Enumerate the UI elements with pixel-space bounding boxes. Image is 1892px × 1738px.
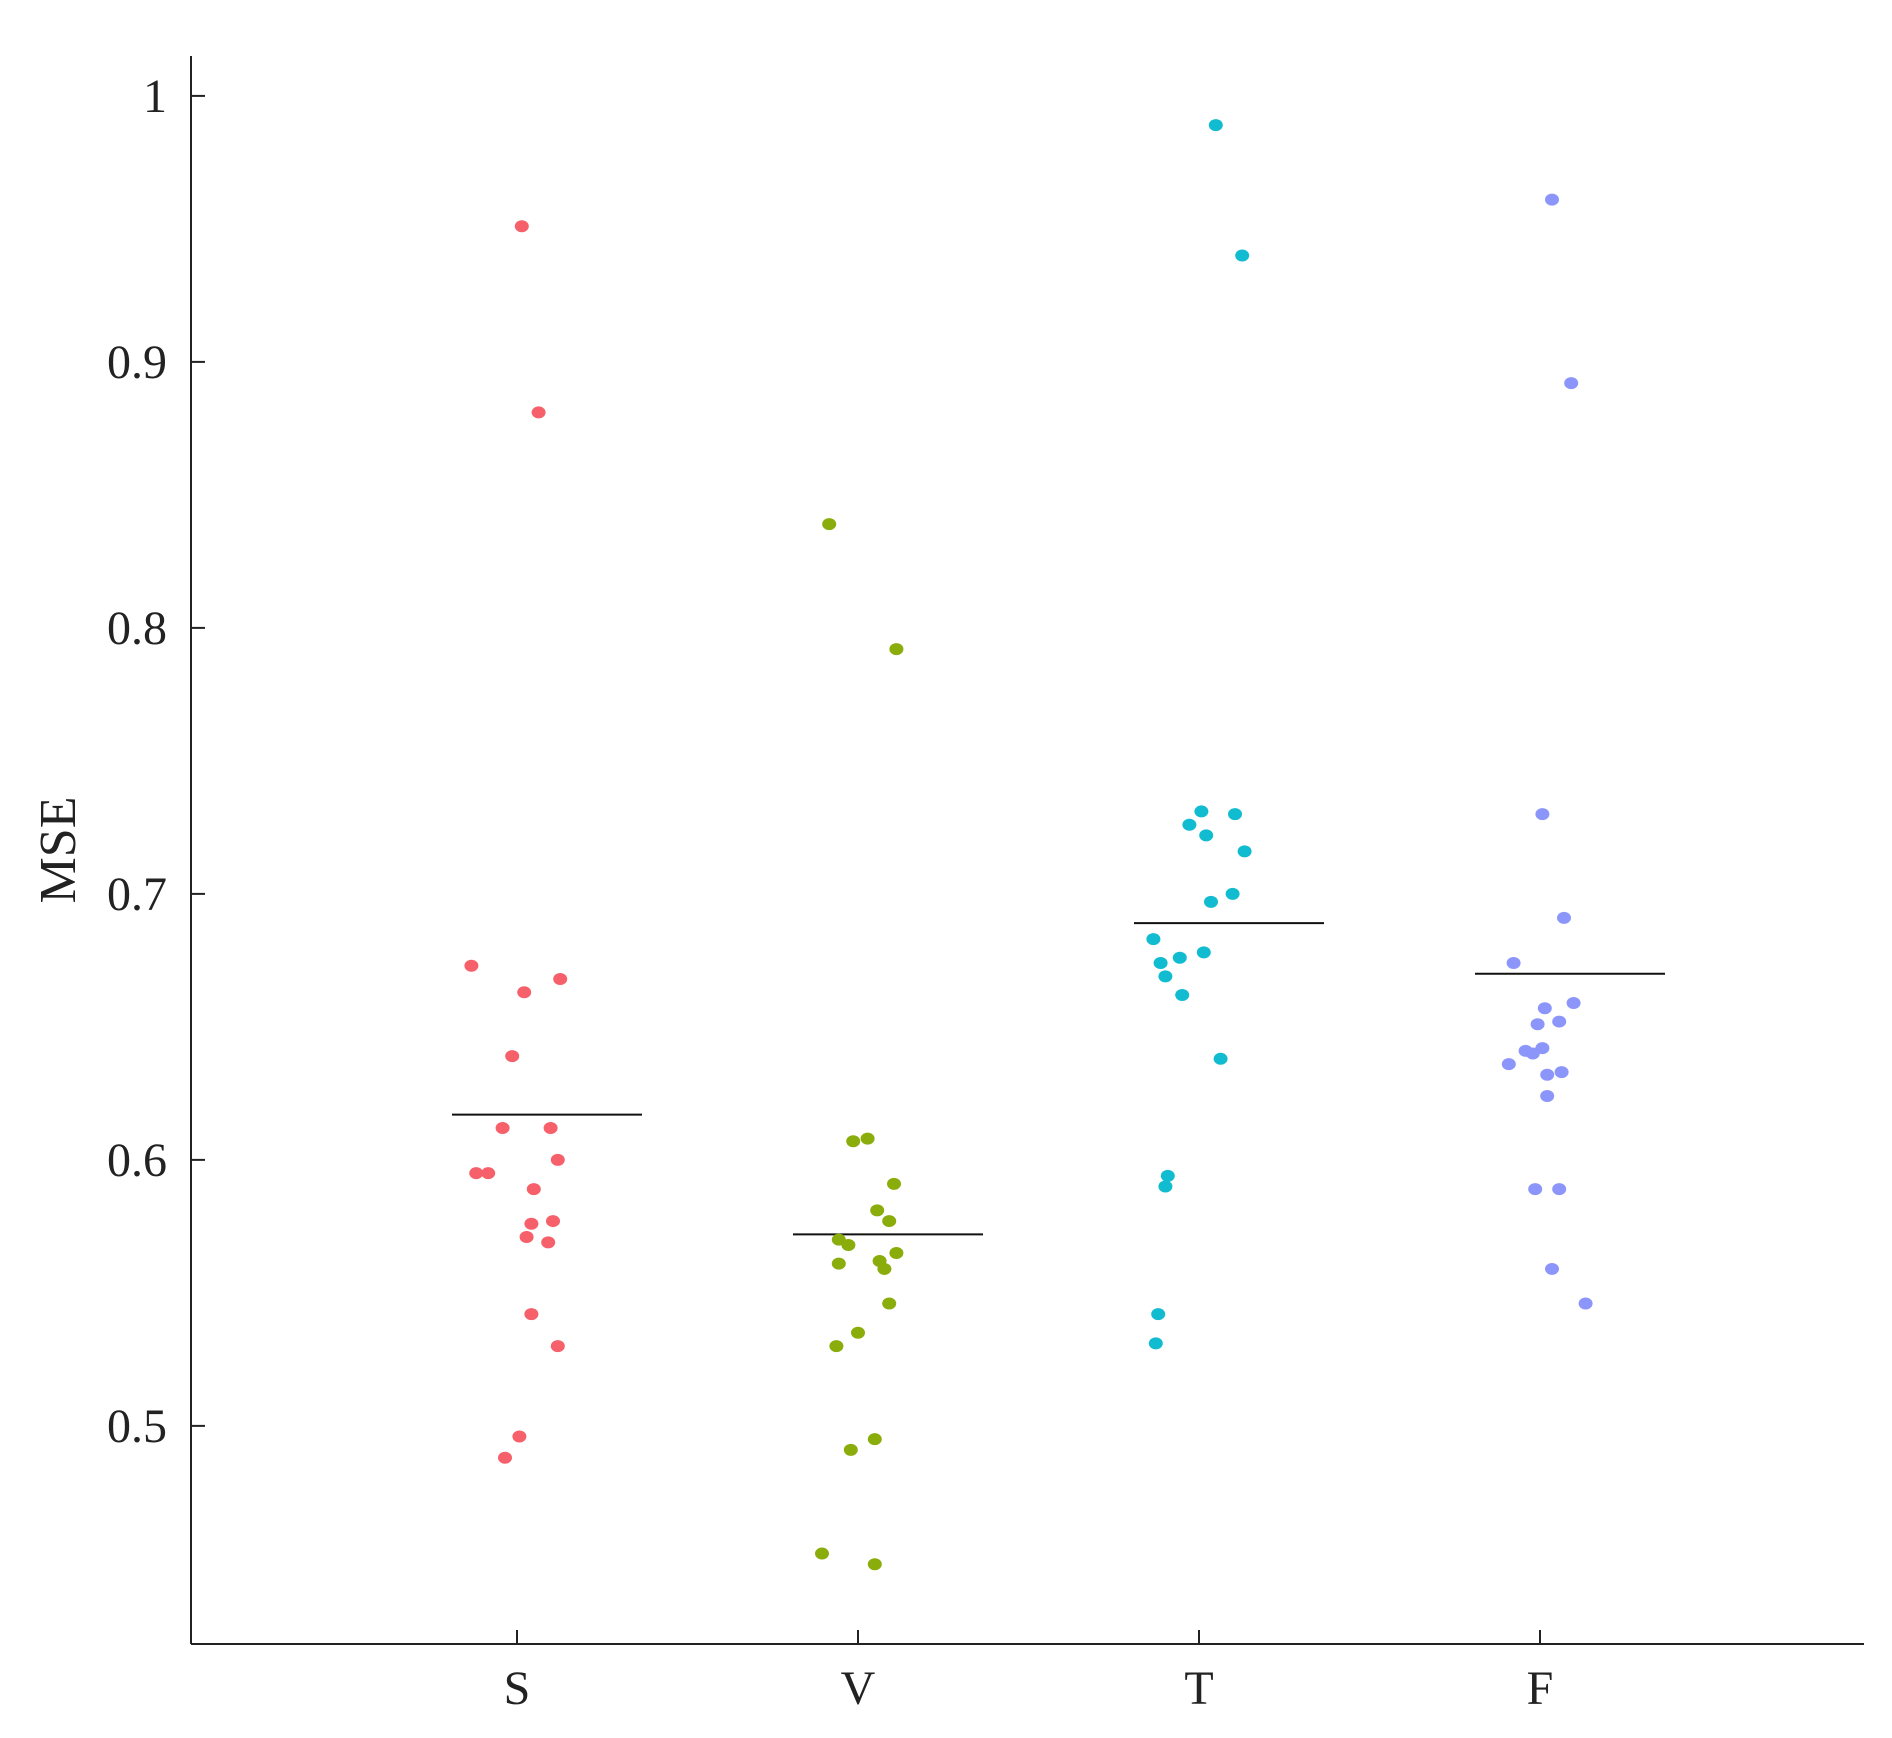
- data-point-t: [1175, 988, 1190, 1001]
- data-point-f: [1540, 1068, 1555, 1081]
- data-point-s: [505, 1050, 520, 1063]
- data-point-v: [831, 1257, 846, 1270]
- y-tick-label: 0.6: [107, 1134, 167, 1187]
- data-point-t: [1228, 808, 1242, 821]
- axes: [190, 56, 1864, 1645]
- data-point-s: [495, 1121, 510, 1134]
- data-point-t: [1160, 1169, 1175, 1182]
- y-tick-label: 0.5: [107, 1400, 167, 1453]
- y-tick-label: 1: [143, 70, 167, 123]
- data-point-f: [1566, 996, 1581, 1009]
- data-point-s: [517, 986, 532, 999]
- data-point-t: [1208, 119, 1223, 132]
- data-point-t: [1158, 970, 1173, 983]
- data-point-f: [1545, 193, 1559, 206]
- data-point-s: [519, 1231, 534, 1244]
- mean-lines: [452, 922, 1665, 1236]
- data-point-f: [1540, 1090, 1555, 1103]
- y-ticks: 0.5 0.6 0.7 0.8 0.9 1: [107, 70, 205, 1453]
- data-point-f: [1501, 1058, 1516, 1071]
- data-point-v: [846, 1135, 861, 1148]
- data-point-f: [1552, 1183, 1567, 1196]
- data-point-t: [1172, 951, 1187, 964]
- data-point-s: [526, 1183, 541, 1196]
- data-point-v: [829, 1340, 844, 1353]
- data-point-s: [469, 1167, 484, 1180]
- y-tick-label: 0.7: [107, 868, 167, 921]
- data-point-f: [1578, 1297, 1593, 1310]
- data-point-f: [1535, 808, 1550, 821]
- data-point-v: [841, 1239, 856, 1252]
- data-point-v: [851, 1326, 865, 1339]
- data-point-v: [822, 518, 837, 531]
- data-point-s: [498, 1451, 512, 1464]
- data-point-v: [860, 1132, 875, 1145]
- x-tick-label: F: [1527, 1662, 1554, 1715]
- data-point-v: [867, 1433, 882, 1446]
- data-point-f: [1552, 1015, 1567, 1028]
- data-point-f: [1530, 1018, 1545, 1031]
- data-point-v: [889, 1246, 904, 1259]
- data-point-s: [541, 1236, 556, 1249]
- data-point-t: [1153, 957, 1168, 970]
- y-axis-title: MSE: [30, 797, 87, 904]
- data-point-t: [1146, 933, 1161, 946]
- data-point-f: [1554, 1066, 1569, 1079]
- data-point-s: [543, 1121, 558, 1134]
- data-point-t: [1199, 829, 1214, 842]
- data-point-v: [882, 1297, 897, 1310]
- x-tick-label: V: [841, 1662, 876, 1715]
- data-point-v: [815, 1547, 829, 1560]
- data-point-v: [877, 1262, 892, 1275]
- y-tick-label: 0.8: [107, 602, 167, 655]
- data-point-v: [870, 1204, 885, 1217]
- data-point-s: [524, 1217, 539, 1230]
- data-point-f: [1537, 1002, 1552, 1015]
- data-point-f: [1564, 377, 1579, 390]
- data-point-t: [1196, 946, 1211, 959]
- data-point-v: [889, 643, 904, 656]
- data-point-t: [1204, 895, 1218, 908]
- data-point-s: [481, 1167, 496, 1180]
- data-points: [464, 119, 1593, 1571]
- data-point-v: [882, 1215, 897, 1228]
- data-point-s: [464, 959, 479, 972]
- data-point-s: [546, 1215, 560, 1228]
- data-point-t: [1213, 1052, 1228, 1065]
- data-point-t: [1158, 1180, 1173, 1193]
- data-point-s: [553, 973, 568, 986]
- data-point-v: [887, 1177, 901, 1190]
- y-tick-label: 0.9: [107, 336, 167, 389]
- data-point-s: [550, 1153, 565, 1166]
- data-point-t: [1225, 887, 1240, 900]
- data-point-s: [550, 1340, 565, 1353]
- data-point-f: [1535, 1042, 1550, 1055]
- data-point-s: [524, 1308, 539, 1321]
- x-tick-label: S: [504, 1662, 531, 1715]
- data-point-f: [1506, 957, 1521, 970]
- data-point-f: [1557, 911, 1571, 924]
- x-tick-label: T: [1184, 1662, 1213, 1715]
- data-point-s: [514, 220, 529, 233]
- data-point-t: [1194, 805, 1209, 818]
- data-point-s: [512, 1430, 527, 1443]
- data-point-v: [867, 1558, 882, 1571]
- data-point-t: [1237, 845, 1252, 858]
- data-point-t: [1151, 1308, 1166, 1321]
- data-point-f: [1528, 1183, 1543, 1196]
- data-point-s: [531, 406, 546, 419]
- data-point-t: [1182, 818, 1197, 831]
- data-point-f: [1545, 1262, 1559, 1275]
- data-point-t: [1235, 249, 1250, 262]
- data-point-t: [1148, 1337, 1163, 1350]
- data-point-v: [843, 1443, 858, 1456]
